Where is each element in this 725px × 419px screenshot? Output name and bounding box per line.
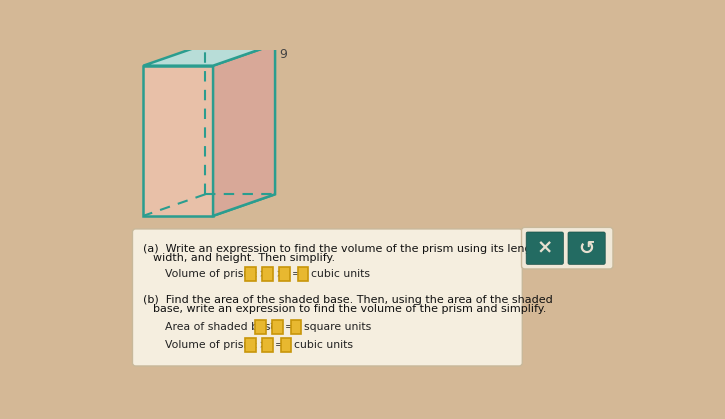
Text: Area of shaded base:: Area of shaded base: bbox=[165, 322, 281, 332]
Text: ×: × bbox=[275, 269, 284, 279]
Text: 8: 8 bbox=[244, 228, 252, 241]
Text: (a)  Write an expression to find the volume of the prism using its length,: (a) Write an expression to find the volu… bbox=[144, 243, 547, 253]
Polygon shape bbox=[144, 66, 213, 216]
Text: ×: × bbox=[258, 340, 267, 350]
Text: ×: × bbox=[268, 322, 277, 332]
Text: ×: × bbox=[536, 239, 553, 258]
Text: ↺: ↺ bbox=[579, 239, 594, 258]
Text: 3: 3 bbox=[144, 228, 151, 241]
Text: 9: 9 bbox=[280, 49, 288, 62]
FancyBboxPatch shape bbox=[279, 267, 290, 281]
FancyBboxPatch shape bbox=[245, 267, 256, 281]
Text: Volume of prism:: Volume of prism: bbox=[165, 269, 257, 279]
FancyBboxPatch shape bbox=[272, 320, 283, 334]
Polygon shape bbox=[213, 44, 275, 216]
Text: width, and height. Then simplify.: width, and height. Then simplify. bbox=[153, 253, 335, 263]
Text: cubic units: cubic units bbox=[294, 340, 352, 350]
FancyBboxPatch shape bbox=[521, 228, 613, 269]
Polygon shape bbox=[144, 44, 275, 66]
FancyBboxPatch shape bbox=[262, 267, 273, 281]
FancyBboxPatch shape bbox=[255, 320, 266, 334]
FancyBboxPatch shape bbox=[133, 229, 522, 366]
FancyBboxPatch shape bbox=[568, 232, 605, 264]
Text: =: = bbox=[275, 340, 284, 350]
Text: ×: × bbox=[258, 269, 267, 279]
Text: =: = bbox=[292, 269, 302, 279]
FancyBboxPatch shape bbox=[281, 338, 291, 352]
Polygon shape bbox=[144, 194, 275, 216]
FancyBboxPatch shape bbox=[262, 338, 273, 352]
Text: base, write an expression to find the volume of the prism and simplify.: base, write an expression to find the vo… bbox=[153, 304, 546, 314]
Text: square units: square units bbox=[304, 322, 371, 332]
Text: Volume of prism:: Volume of prism: bbox=[165, 340, 257, 350]
Text: (b)  Find the area of the shaded base. Then, using the area of the shaded: (b) Find the area of the shaded base. Th… bbox=[144, 295, 553, 305]
FancyBboxPatch shape bbox=[297, 267, 308, 281]
FancyBboxPatch shape bbox=[245, 338, 256, 352]
FancyBboxPatch shape bbox=[291, 320, 302, 334]
FancyBboxPatch shape bbox=[526, 232, 563, 264]
Text: =: = bbox=[285, 322, 294, 332]
Text: cubic units: cubic units bbox=[311, 269, 370, 279]
